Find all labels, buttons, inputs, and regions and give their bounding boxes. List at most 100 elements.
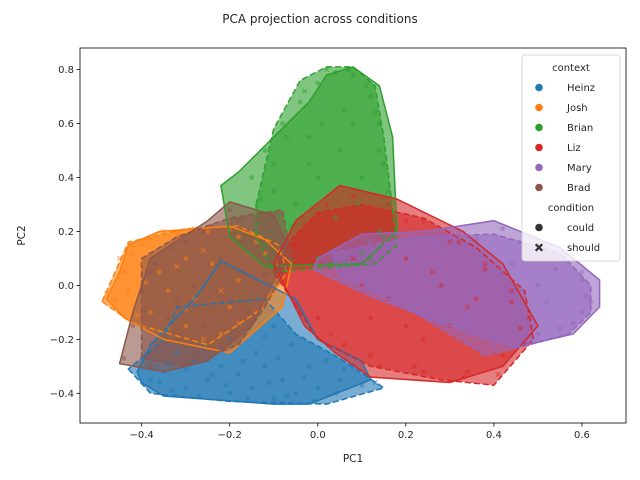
point-liz-should-4 (403, 217, 409, 224)
point-brad-should-5 (235, 217, 242, 224)
point-liz-could-2 (324, 202, 329, 207)
x-tick-label: 0.4 (486, 430, 502, 441)
point-brian-could-1 (262, 148, 268, 153)
y-axis-label: PC2 (16, 225, 28, 245)
hull-outline-mary-should (329, 233, 592, 357)
hull-outline-brad-could (118, 200, 288, 373)
point-liz-should-14 (328, 331, 334, 337)
point-mary-could-1 (368, 239, 373, 245)
point-mary-could-19 (553, 266, 558, 272)
point-heinz-could-7 (315, 385, 321, 391)
point-josh-could-15 (183, 256, 189, 261)
legend-marker-liz (535, 143, 543, 152)
legend-hue-title: context (552, 63, 590, 74)
point-mary-should-12 (455, 323, 462, 329)
point-heinz-could-14 (280, 377, 285, 383)
point-josh-should-12 (134, 312, 140, 318)
hull-outline-liz-could (272, 184, 539, 384)
y-tick-label: 0.0 (58, 281, 74, 292)
point-brian-should-15 (306, 161, 312, 167)
point-heinz-should-1 (169, 387, 176, 394)
point-mary-could-14 (377, 283, 382, 288)
hull-fill-brad-should (141, 209, 292, 367)
point-josh-could-20 (165, 288, 171, 294)
x-tick-label: −0.4 (129, 430, 153, 441)
point-heinz-should-14 (275, 355, 281, 361)
point-brad-could-3 (152, 261, 158, 267)
legend-label-josh: Josh (566, 103, 588, 114)
legend-label-should: should (567, 243, 600, 254)
point-josh-could-6 (236, 234, 241, 240)
point-josh-should-2 (138, 242, 145, 248)
point-heinz-could-12 (236, 372, 241, 377)
point-brian-should-0 (257, 196, 264, 202)
point-liz-could-8 (509, 299, 514, 304)
point-mary-could-16 (491, 269, 497, 275)
point-josh-could-13 (125, 288, 131, 294)
point-brian-could-2 (280, 121, 285, 126)
point-heinz-could-18 (253, 350, 259, 356)
point-liz-could-12 (421, 369, 426, 375)
hull-fill-mary-should (331, 234, 591, 356)
x-axis-label: PC1 (343, 453, 363, 465)
point-brad-should-3 (169, 244, 176, 251)
legend-marker-should (534, 243, 544, 252)
point-liz-could-19 (403, 323, 409, 329)
point-mary-could-15 (447, 269, 453, 275)
point-mary-could-17 (535, 283, 541, 288)
point-liz-should-10 (495, 371, 502, 378)
point-mary-could-13 (421, 299, 426, 304)
point-josh-could-21 (227, 304, 233, 310)
x-axis: −0.4 −0.2 0.0 0.2 0.4 0.6 (129, 423, 590, 441)
hull-outline-mary-could (312, 219, 601, 349)
point-heinz-could-5 (271, 396, 277, 402)
point-liz-should-16 (429, 269, 435, 275)
point-brad-could-17 (200, 323, 206, 329)
point-brian-should-6 (363, 83, 369, 89)
point-heinz-could-2 (205, 377, 211, 383)
point-brad-could-1 (130, 323, 136, 329)
point-brian-should-2 (284, 134, 290, 140)
point-brad-could-6 (227, 207, 233, 213)
point-brian-could-19 (350, 121, 356, 126)
point-liz-should-2 (319, 217, 325, 224)
y-tick-label: −0.2 (50, 335, 74, 346)
point-mary-could-10 (535, 331, 541, 337)
hull-outlines (101, 66, 601, 405)
point-liz-could-21 (368, 315, 373, 321)
point-mary-could-9 (570, 320, 576, 326)
point-brian-should-16 (341, 107, 347, 113)
point-liz-should-17 (464, 304, 471, 310)
point-brad-could-9 (262, 272, 268, 277)
legend-marker-could (535, 223, 543, 232)
legend-label-brian: Brian (567, 123, 593, 134)
point-liz-should-7 (508, 288, 515, 294)
point-brad-should-2 (147, 269, 154, 275)
legend-label-brad: Brad (567, 183, 590, 194)
legend-box (521, 54, 621, 262)
point-josh-should-13 (143, 280, 149, 286)
point-brian-could-6 (350, 72, 356, 78)
point-heinz-should-2 (196, 393, 202, 399)
point-heinz-could-4 (249, 385, 255, 391)
point-brian-could-16 (293, 202, 299, 207)
point-brian-should-3 (301, 88, 308, 94)
point-brian-should-1 (271, 161, 277, 167)
point-brad-could-0 (121, 355, 127, 361)
point-mary-could-7 (579, 277, 585, 283)
point-heinz-should-15 (301, 374, 308, 380)
point-brad-could-15 (192, 283, 197, 288)
point-brian-could-12 (359, 250, 365, 256)
point-mary-could-20 (473, 288, 479, 294)
point-heinz-should-13 (240, 358, 246, 364)
hull-outline-brad-should (140, 209, 293, 368)
hull-outline-liz-should (272, 203, 535, 386)
hull-outline-heinz-could (136, 260, 372, 405)
point-brian-could-21 (359, 175, 365, 180)
hull-outline-brian-should (255, 66, 398, 273)
point-josh-could-0 (112, 296, 118, 302)
y-tick-label: 0.4 (58, 173, 74, 184)
point-liz-should-3 (359, 209, 365, 216)
point-brad-should-12 (174, 296, 180, 302)
point-mary-could-12 (465, 315, 470, 321)
